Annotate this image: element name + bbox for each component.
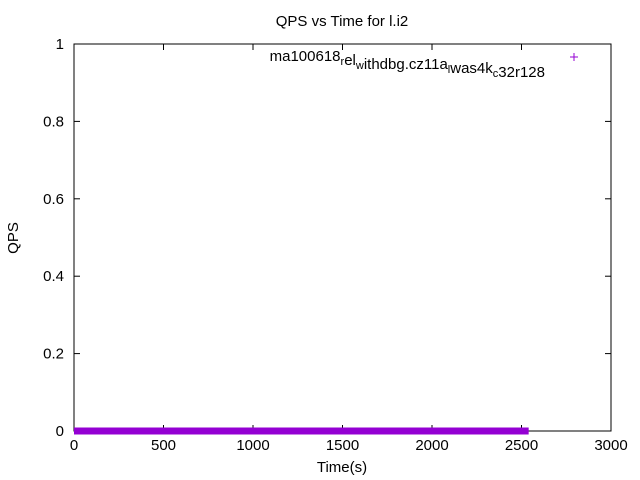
y-tick-label: 0.6 — [43, 191, 64, 208]
y-tick-label: 0.4 — [43, 268, 64, 285]
x-tick-label: 500 — [151, 437, 176, 454]
legend-marker-icon — [570, 53, 578, 61]
x-tick-label: 2500 — [505, 437, 538, 454]
chart-title: QPS vs Time for l.i2 — [276, 13, 409, 30]
y-tick-label: 1 — [56, 36, 64, 53]
plot-border — [73, 43, 612, 432]
x-tick-label: 2000 — [415, 437, 448, 454]
axis-ticks: 0 500 1000 1500 2000 2500 3000 0 0.2 0.4 0.6 0.8 1 — [43, 36, 628, 454]
y-tick-label: 0 — [56, 423, 64, 440]
legend-label-subscript: c — [493, 68, 499, 80]
legend: ma100618relwithdbg.cz11alwas4kc32r128 — [270, 48, 578, 81]
legend-label-part: ithdbg.cz11a — [364, 56, 449, 73]
x-tick-label: 1500 — [326, 437, 359, 454]
legend-label-part: 32r128 — [498, 64, 545, 81]
legend-label-part: el — [344, 52, 356, 69]
legend-label-subscript: w — [355, 60, 364, 72]
series-layer — [74, 427, 529, 435]
series-data-points — [74, 427, 529, 435]
x-axis-label: Time(s) — [317, 459, 367, 476]
legend-label-subscript: l — [448, 64, 450, 76]
legend-label-subscript: r — [341, 56, 345, 68]
y-tick-label: 0.8 — [43, 113, 64, 130]
legend-entry-label: ma100618relwithdbg.cz11alwas4kc32r128 — [270, 48, 545, 81]
y-tick-label: 0.2 — [43, 346, 64, 363]
legend-label-part: was4k — [449, 60, 493, 77]
y-axis-label: QPS — [5, 222, 22, 254]
x-tick-label: 0 — [70, 437, 78, 454]
x-tick-label: 3000 — [594, 437, 627, 454]
x-tick-label: 1000 — [236, 437, 269, 454]
legend-label-part: ma100618 — [270, 48, 341, 65]
